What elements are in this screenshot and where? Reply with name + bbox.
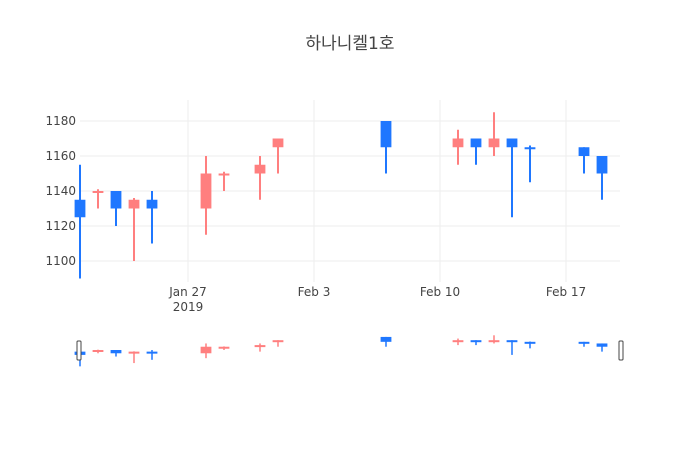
y-tick-label: 1120 [45,219,76,233]
slider-candle-body [218,346,230,349]
slider-candle-body [272,340,284,343]
candle [92,189,104,209]
candle [470,138,482,165]
candle-body [380,121,392,148]
slider-candle [452,338,464,346]
candle-body [596,156,608,174]
slider-right-handle[interactable] [618,340,624,361]
candle [506,138,518,218]
x-tick-year-label: 2019 [173,300,204,314]
slider-candle-body [488,340,500,343]
slider-candle [470,340,482,346]
axis-layer: 1100 1120 1140 1160 1180 Jan 27 Feb 3 Feb 10 Feb… [45,114,586,314]
slider-candle-body [110,350,122,354]
candle-body [578,147,590,156]
candle [218,171,230,191]
y-tick-label: 1100 [45,254,76,268]
candle [74,164,86,279]
candle-body [506,138,518,148]
slider-candle-body [128,351,140,354]
candle-body [92,191,104,193]
candle-body [110,191,122,209]
x-tick-label: Feb 17 [546,285,586,299]
slider-candle [596,343,608,352]
slider-candle [272,340,284,347]
candle-layer [74,112,608,279]
y-tick-label: 1140 [45,184,76,198]
candle [110,191,122,226]
slider-candle [200,343,212,359]
candle [200,156,212,235]
candle-body [146,199,158,209]
candle [146,191,158,244]
range-slider[interactable] [74,335,624,367]
x-tick-label: Feb 3 [298,285,331,299]
chart-title: 하나니켈1호 [305,34,394,54]
slider-candle-body [578,341,590,344]
candle [578,147,590,174]
x-tick-label: Feb 10 [420,285,460,299]
slider-candle-body [92,350,104,352]
candle [272,138,284,174]
candle [128,198,140,261]
y-tick-label: 1160 [45,149,76,163]
slider-candle [254,343,266,352]
slider-candle [380,336,392,347]
candle [380,121,392,174]
slider-candle [506,340,518,355]
candle-body [452,138,464,148]
slider-candle [524,341,536,349]
candle [524,145,536,183]
candle-body [128,199,140,209]
slider-candle-body [380,336,392,342]
y-tick-label: 1180 [45,114,76,128]
candle-body [524,147,536,150]
candle-body [488,138,500,148]
slider-candle-body [596,343,608,347]
slider-candle-body [254,345,266,348]
slider-candle [218,346,230,350]
candle-body [218,173,230,176]
candle-body [470,138,482,148]
slider-candle-body [524,341,536,344]
candle [488,112,500,156]
grid-layer [80,100,620,282]
slider-candle-body [470,340,482,343]
slider-candle [110,350,122,357]
slider-candle-body [452,340,464,343]
candle [596,156,608,200]
slider-candle [146,350,158,360]
candle-body [254,164,266,174]
candle-body [272,138,284,148]
slider-candle-body [200,346,212,354]
slider-candle [488,335,500,344]
candle [452,129,464,165]
slider-candle [92,349,104,354]
x-tick-label: Jan 27 [168,285,207,299]
slider-candle [128,351,140,364]
candle [254,156,266,200]
candle-body [200,173,212,209]
slider-candle [578,341,590,347]
slider-candle-body [506,340,518,343]
slider-candle-body [146,351,158,354]
candle-body [74,199,86,218]
slider-left-handle[interactable] [76,340,82,361]
